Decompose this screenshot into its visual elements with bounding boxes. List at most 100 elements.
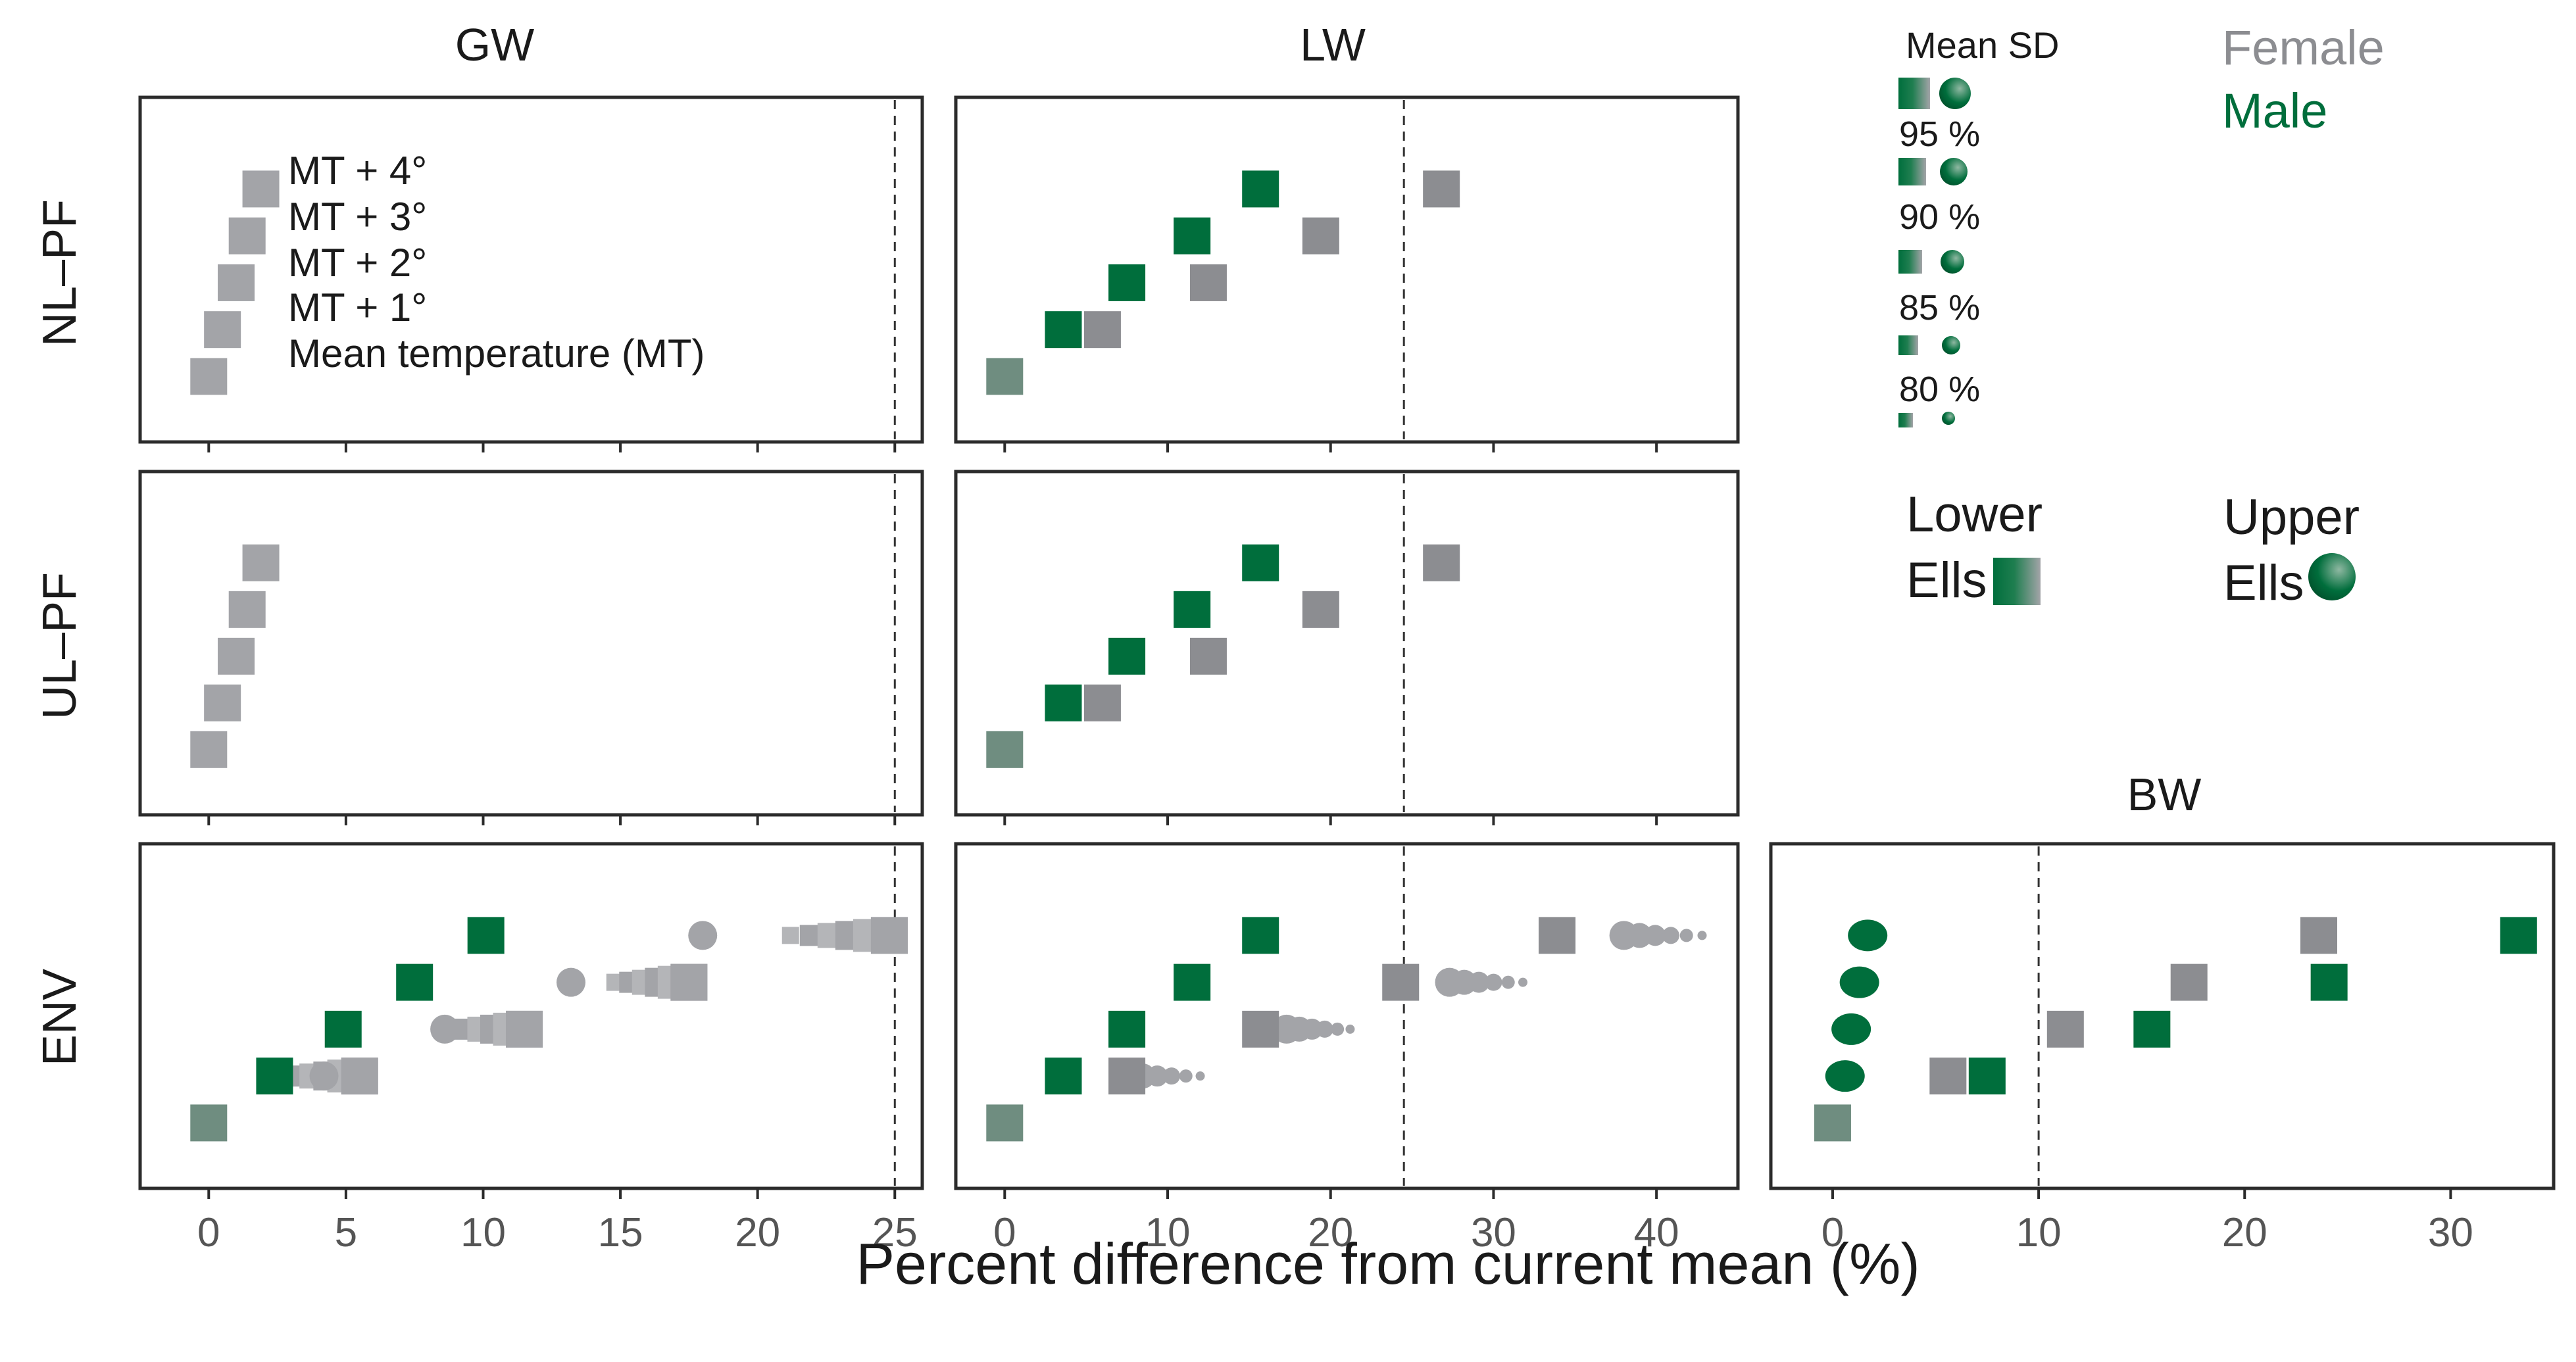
sex-legend: Female Male — [2222, 20, 2385, 138]
male-point — [1108, 1010, 1146, 1048]
upper-ells-marker — [2308, 553, 2356, 600]
female-upper-range-mark — [1627, 923, 1652, 948]
panel-frame — [138, 95, 924, 444]
female-upper-point — [430, 1014, 460, 1044]
panel-env-lw: 0 10 20 30 40 — [954, 842, 1740, 1255]
row-title-nl-pf: NL–PF — [34, 199, 86, 347]
male-point — [1045, 1058, 1082, 1095]
temperature-label-mt2: MT + 2° — [288, 241, 427, 285]
mean-sd-title: Mean SD — [1906, 24, 2059, 66]
panel-ul-pf-lw — [954, 470, 1740, 825]
female-point — [2170, 963, 2208, 1001]
female-upper-range-mark — [1697, 931, 1707, 940]
female-point — [228, 217, 266, 255]
x-tick-label: 30 — [1471, 1210, 1516, 1255]
sd-upper-marker-85 — [1941, 250, 1964, 274]
sd-level-95: 95 % — [1899, 114, 1980, 154]
sd-upper-marker-80 — [1942, 336, 1960, 354]
temperature-label-mt1: MT + 1° — [288, 285, 427, 329]
female-point — [670, 963, 708, 1001]
female-upper-range-mark — [1662, 927, 1679, 944]
female-upper-range-mark — [1195, 1071, 1205, 1081]
female-point — [1929, 1058, 1967, 1095]
female-point — [1108, 1058, 1146, 1095]
x-tick-label: 5 — [335, 1210, 357, 1255]
column-title-bw: BW — [2127, 769, 2202, 820]
temperature-label-mt: Mean temperature (MT) — [288, 331, 705, 376]
panel-env-bw: 0 10 20 30 — [1769, 842, 2556, 1255]
female-lower-range-mark — [799, 925, 821, 946]
male-point — [1045, 684, 1082, 721]
panels: 0 5 10 15 20 25 0 10 20 30 40 0 10 20 30 — [138, 95, 2556, 1255]
female-point — [204, 684, 241, 721]
female-upper-range-mark — [1468, 971, 1490, 993]
female-point — [1302, 591, 1339, 628]
panel-nl-pf-lw — [954, 95, 1740, 452]
ells-legend: Lower Ells Upper Ells — [1906, 487, 2360, 611]
female-point — [1083, 684, 1121, 721]
female-point — [1423, 544, 1460, 581]
male-upper-point — [1848, 919, 1888, 952]
x-tick-label: 0 — [1821, 1210, 1844, 1255]
male-point — [396, 963, 433, 1001]
x-tick-label: 25 — [872, 1210, 918, 1255]
female-point — [218, 264, 255, 301]
x-tick-label: 40 — [1634, 1210, 1679, 1255]
female-upper-range-mark — [1301, 1018, 1323, 1040]
baseline-point — [190, 1104, 228, 1142]
baseline-point — [1814, 1104, 1851, 1142]
sd-lower-marker-85 — [1898, 250, 1922, 274]
panel-frame — [954, 95, 1740, 444]
male-point — [1242, 544, 1279, 581]
male-label: Male — [2222, 84, 2327, 138]
female-point — [1302, 217, 1339, 255]
female-point — [190, 358, 228, 395]
temperature-label-mt4: MT + 4° — [288, 149, 427, 193]
x-axis-title: Percent difference from current mean (%) — [856, 1231, 1920, 1296]
male-point — [324, 1010, 362, 1048]
female-upper-range-mark — [1679, 929, 1693, 942]
female-upper-range-mark — [1316, 1020, 1333, 1038]
male-point — [1174, 217, 1211, 255]
sd-level-90: 90 % — [1899, 197, 1980, 237]
baseline-point — [986, 731, 1024, 768]
x-tick-label: 0 — [197, 1210, 220, 1255]
female-upper-range-mark — [1331, 1022, 1345, 1036]
temperature-legend: MT + 4° MT + 3° MT + 2° MT + 1° Mean tem… — [288, 149, 705, 376]
panel-frame — [954, 470, 1740, 817]
baseline-point — [986, 1104, 1024, 1142]
lower-ells-marker — [1993, 558, 2041, 605]
male-point — [467, 917, 505, 954]
male-point — [1174, 963, 1211, 1001]
column-title-gw: GW — [455, 19, 535, 70]
row-title-ul-pf: UL–PF — [34, 572, 86, 719]
lower-ells-label-2: Ells — [1906, 552, 1987, 608]
x-tick-label: 10 — [460, 1210, 506, 1255]
x-tick-label: 15 — [598, 1210, 643, 1255]
male-point — [1242, 170, 1279, 208]
female-point — [1189, 264, 1227, 301]
female-upper-range-mark — [1179, 1069, 1193, 1083]
panel-frame — [954, 842, 1740, 1190]
row-title-env: ENV — [34, 969, 86, 1066]
male-upper-point — [1839, 966, 1879, 998]
sd-lower-marker-small — [1898, 413, 1913, 427]
x-tick-label: 10 — [2016, 1210, 2062, 1255]
sd-upper-marker-95 — [1939, 78, 1971, 109]
female-upper-range-mark — [1345, 1024, 1355, 1034]
sd-lower-marker-95 — [1898, 78, 1930, 109]
x-tick-label: 30 — [2428, 1210, 2473, 1255]
female-point — [218, 637, 255, 675]
female-upper-range-mark — [1485, 973, 1502, 991]
sd-upper-marker-90 — [1940, 158, 1968, 185]
sd-upper-marker-small — [1942, 412, 1955, 425]
female-point — [242, 544, 280, 581]
column-title-lw: LW — [1300, 19, 1366, 70]
upper-ells-label-1: Upper — [2223, 489, 2360, 545]
female-upper-range-mark — [1162, 1067, 1180, 1085]
male-point — [2310, 963, 2348, 1001]
female-upper-point — [688, 921, 718, 950]
x-tick-label: 20 — [735, 1210, 780, 1255]
male-point — [1174, 591, 1211, 628]
